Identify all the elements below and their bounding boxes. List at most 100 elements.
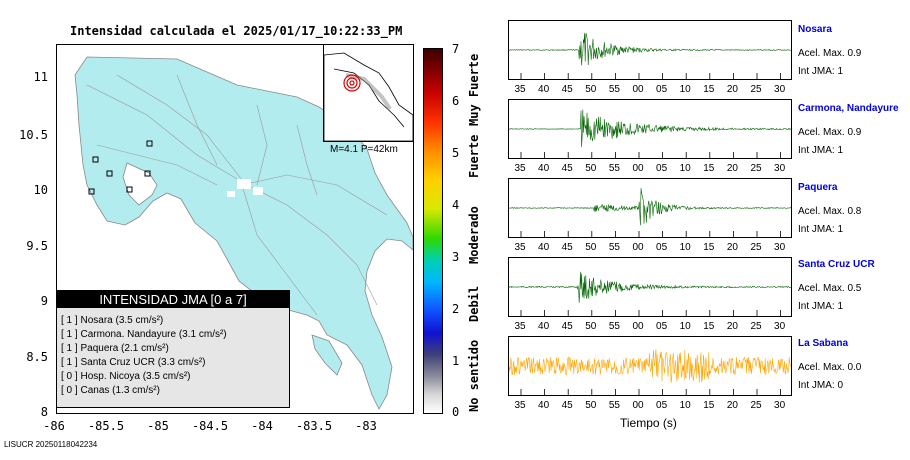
time-tick-label: 15: [703, 163, 715, 174]
station-markers: [88, 140, 153, 195]
station-int: Int JMA: 1: [798, 66, 844, 77]
station-int: Int JMA: 1: [798, 145, 844, 156]
time-tick-label: 40: [538, 321, 550, 332]
map-x-tick: -84: [251, 419, 273, 433]
map-y-tick: 9.5: [26, 239, 48, 253]
time-tick-label: 50: [585, 84, 597, 95]
time-tick-label: 05: [656, 84, 668, 95]
time-tick-label: 00: [632, 163, 644, 174]
city-points: [227, 179, 263, 197]
time-tick-label: 35: [514, 84, 526, 95]
time-tick-label: 00: [632, 242, 644, 253]
colorbar-tick: 0: [452, 405, 460, 419]
map-y-tick: 9: [40, 294, 48, 308]
time-tick-label: 15: [703, 242, 715, 253]
time-tick-label: 50: [585, 400, 597, 411]
time-tick-label: 25: [750, 163, 762, 174]
time-tick-label: 30: [774, 400, 786, 411]
station-int: Int JMA: 1: [798, 301, 844, 312]
station-marker-nicoya: [106, 170, 113, 177]
time-tick-label: 30: [774, 84, 786, 95]
legend-title: INTENSIDAD JMA [0 a 7]: [57, 291, 289, 308]
station-marker-nosara: [92, 156, 99, 163]
seismogram-trace: [508, 178, 792, 238]
time-tick-label: 45: [561, 242, 573, 253]
trace-ticks: [520, 73, 782, 79]
time-tick-label: 40: [538, 84, 550, 95]
time-tick-label: 50: [585, 321, 597, 332]
legend-row: [ 0 ] Hosp. Nicoya (3.5 cm/s²): [61, 371, 191, 382]
station-acel: Acel. Max. 0.9: [798, 127, 862, 138]
colorbar-tick: 6: [452, 94, 460, 108]
map-y-tick: 11: [33, 70, 48, 84]
legend-row: [ 1 ] Carmona. Nandayure (3.1 cm/s²): [61, 329, 227, 340]
map-y-tick: 8: [40, 405, 48, 419]
colorbar-label: Fuerte: [467, 134, 481, 178]
legend-row: [ 1 ] Paquera (2.1 cm/s²): [61, 343, 169, 354]
time-tick-label: 10: [679, 242, 691, 253]
legend-row: [ 1 ] Nosara (3.5 cm/s²): [61, 315, 164, 326]
waveform-line: [508, 271, 792, 303]
time-tick-label: 45: [561, 321, 573, 332]
map-x-tick: -85: [147, 419, 169, 433]
seismogram-trace: [508, 99, 792, 159]
map-x-tick: -83: [355, 419, 377, 433]
station-acel: Acel. Max. 0.9: [798, 48, 862, 59]
time-tick-label: 10: [679, 163, 691, 174]
time-tick-label: 55: [608, 84, 620, 95]
map-x-tick: -85.5: [87, 419, 125, 433]
time-tick-label: 20: [726, 163, 738, 174]
time-tick-label: 20: [726, 84, 738, 95]
time-tick-label: 05: [656, 242, 668, 253]
map-y-tick: 10: [33, 183, 48, 197]
station-acel: Acel. Max. 0.0: [798, 362, 862, 373]
time-tick-label: 55: [608, 163, 620, 174]
map-x-tick: -84.5: [191, 419, 229, 433]
station-name: Carmona, Nandayure: [798, 103, 899, 114]
seismogram-trace: [508, 20, 792, 80]
trace-ticks: [520, 389, 782, 395]
time-tick-label: 40: [538, 400, 550, 411]
station-marker-paquera: [126, 186, 133, 193]
trace-ticks: [520, 152, 782, 158]
legend-row: [ 1 ] Santa Cruz UCR (3.3 cm/s²): [61, 357, 206, 368]
time-tick-label: 55: [608, 321, 620, 332]
time-tick-label: 45: [561, 400, 573, 411]
costa-rica-map: [74, 56, 413, 410]
waveform-line: [508, 109, 792, 148]
time-tick-label: 15: [703, 400, 715, 411]
time-tick-label: 05: [656, 400, 668, 411]
time-tick-label: 05: [656, 163, 668, 174]
time-tick-label: 35: [514, 163, 526, 174]
time-tick-label: 55: [608, 242, 620, 253]
time-tick-label: 20: [726, 242, 738, 253]
station-marker-carmona: [88, 188, 95, 195]
time-tick-label: 00: [632, 84, 644, 95]
time-tick-label: 40: [538, 242, 550, 253]
time-tick-label: 50: [585, 163, 597, 174]
epicenter-icon: [343, 74, 361, 92]
seismogram-trace: [508, 336, 792, 396]
time-tick-label: 25: [750, 321, 762, 332]
time-tick-label: 10: [679, 400, 691, 411]
waveform-line: [508, 349, 792, 383]
footer-id: LISUCR 20250118042234: [4, 440, 98, 449]
location-inset-map: [323, 44, 414, 142]
map-title: Intensidad calculada el 2025/01/17_10:22…: [70, 24, 403, 38]
magnitude-depth-caption: M=4.1 P=42km: [330, 144, 398, 155]
time-tick-label: 55: [608, 400, 620, 411]
time-tick-label: 10: [679, 84, 691, 95]
time-tick-label: 35: [514, 400, 526, 411]
station-name: Nosara: [798, 24, 832, 35]
time-tick-label: 20: [726, 321, 738, 332]
time-tick-label: 45: [561, 163, 573, 174]
time-tick-label: 00: [632, 400, 644, 411]
station-marker-canas: [144, 170, 151, 177]
intensity-colorbar: [423, 48, 443, 414]
time-tick-label: 25: [750, 242, 762, 253]
time-tick-label: 35: [514, 242, 526, 253]
map-x-tick: -83.5: [295, 419, 333, 433]
time-tick-label: 00: [632, 321, 644, 332]
time-tick-label: 20: [726, 400, 738, 411]
map-y-tick: 10.5: [19, 128, 48, 142]
